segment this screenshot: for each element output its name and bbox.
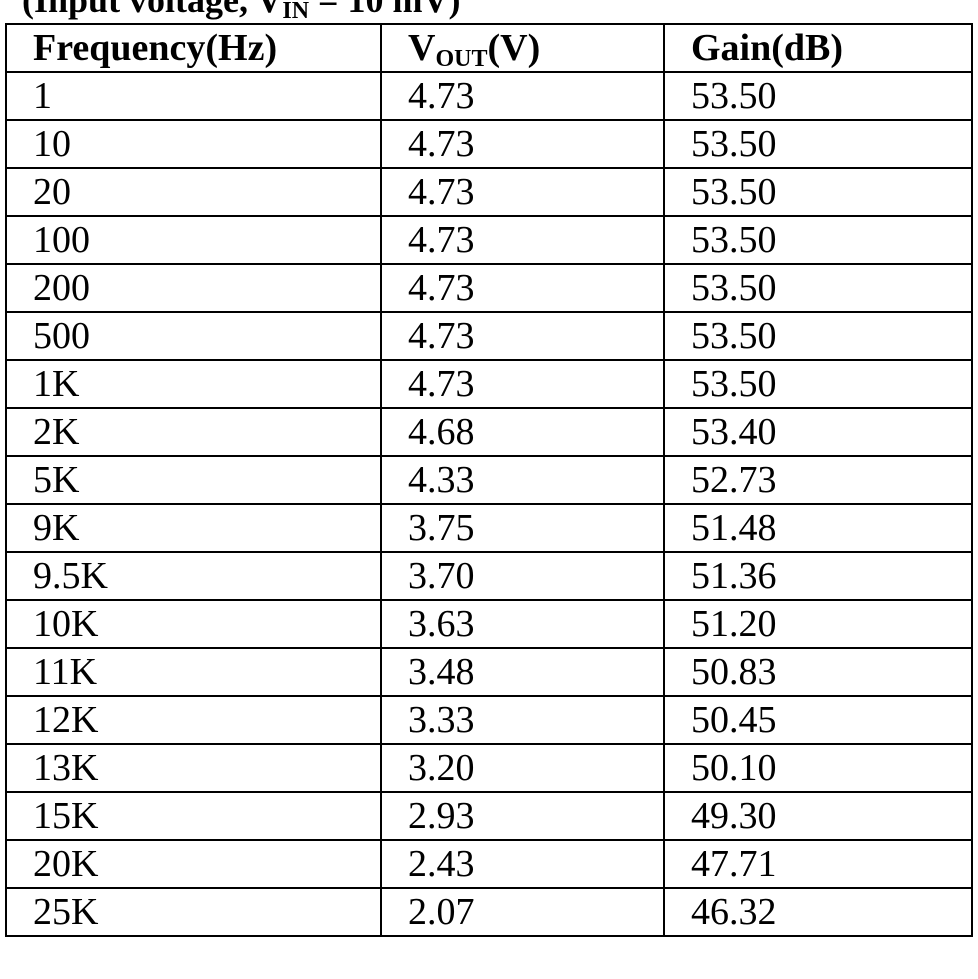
table-cell: 4.73 — [380, 167, 665, 217]
table-row: 5K 4.33 52.73 — [5, 455, 973, 505]
table-cell: 3.33 — [380, 695, 665, 745]
table-cell: 4.73 — [380, 215, 665, 265]
table-cell: 4.73 — [380, 71, 665, 121]
table-cell: 5K — [5, 455, 382, 505]
table-cell: 50.83 — [663, 647, 973, 697]
table-row: 25K 2.07 46.32 — [5, 887, 973, 937]
table-cell: 2.93 — [380, 791, 665, 841]
table-cell: 20 — [5, 167, 382, 217]
table-cell: 53.50 — [663, 215, 973, 265]
table-row: 20 4.73 53.50 — [5, 167, 973, 217]
table-cell: 4.73 — [380, 311, 665, 361]
table-cell: 4.68 — [380, 407, 665, 457]
table-cell: 51.36 — [663, 551, 973, 601]
table-row: 9K 3.75 51.48 — [5, 503, 973, 553]
table-cell: 11K — [5, 647, 382, 697]
table-cell: 53.50 — [663, 311, 973, 361]
table-cell: 47.71 — [663, 839, 973, 889]
table-cell: 9.5K — [5, 551, 382, 601]
table-cell: 4.73 — [380, 119, 665, 169]
table-cell: 9K — [5, 503, 382, 553]
table-cell: 3.70 — [380, 551, 665, 601]
table-row: 1 4.73 53.50 — [5, 71, 973, 121]
header-row: Frequency(Hz) VOUT(V) Gain(dB) — [5, 23, 973, 73]
data-table: Frequency(Hz) VOUT(V) Gain(dB) 1 4.73 53.50 1… — [5, 23, 973, 937]
table-cell: 500 — [5, 311, 382, 361]
table-cell: 53.50 — [663, 71, 973, 121]
table-cell: 53.50 — [663, 359, 973, 409]
table-cell: 3.63 — [380, 599, 665, 649]
table-row: 12K 3.33 50.45 — [5, 695, 973, 745]
title-tail: = 10 mV) — [309, 0, 461, 20]
table-row: 500 4.73 53.50 — [5, 311, 973, 361]
table-cell: 2.07 — [380, 887, 665, 937]
table-cell: 50.10 — [663, 743, 973, 793]
header-cell: Gain(dB) — [663, 23, 973, 73]
title-text: (Input voltage, V — [22, 0, 283, 20]
table-cell: 46.32 — [663, 887, 973, 937]
table-title: (Input voltage, VIN = 10 mV) — [22, 0, 461, 23]
table-cell: 2.43 — [380, 839, 665, 889]
table-cell: 25K — [5, 887, 382, 937]
table-row: 2K 4.68 53.40 — [5, 407, 973, 457]
table-cell: 53.50 — [663, 263, 973, 313]
table-row: 9.5K 3.70 51.36 — [5, 551, 973, 601]
table-row: 10 4.73 53.50 — [5, 119, 973, 169]
table-row: 13K 3.20 50.10 — [5, 743, 973, 793]
table-row: 200 4.73 53.50 — [5, 263, 973, 313]
title-subscript: IN — [282, 0, 310, 24]
table-cell: 10 — [5, 119, 382, 169]
header-cell: VOUT(V) — [380, 23, 665, 73]
table-row: 100 4.73 53.50 — [5, 215, 973, 265]
table-row: 15K 2.93 49.30 — [5, 791, 973, 841]
table-cell: 3.20 — [380, 743, 665, 793]
table-cell: 50.45 — [663, 695, 973, 745]
table-cell: 3.48 — [380, 647, 665, 697]
table-cell: 4.33 — [380, 455, 665, 505]
table-row: 11K 3.48 50.83 — [5, 647, 973, 697]
table-cell: 51.48 — [663, 503, 973, 553]
table-cell: 100 — [5, 215, 382, 265]
table-cell: 51.20 — [663, 599, 973, 649]
table-cell: 3.75 — [380, 503, 665, 553]
table-cell: 1 — [5, 71, 382, 121]
table-cell: 13K — [5, 743, 382, 793]
table-cell: 20K — [5, 839, 382, 889]
table-cell: 10K — [5, 599, 382, 649]
table-cell: 53.50 — [663, 167, 973, 217]
table-cell: 2K — [5, 407, 382, 457]
table-row: 10K 3.63 51.20 — [5, 599, 973, 649]
table-cell: 53.40 — [663, 407, 973, 457]
header-subscript: OUT — [435, 46, 488, 72]
header-text: Gain(dB) — [691, 27, 844, 69]
table-cell: 4.73 — [380, 263, 665, 313]
header-tail: (V) — [487, 27, 541, 69]
table-cell: 1K — [5, 359, 382, 409]
table-cell: 52.73 — [663, 455, 973, 505]
header-cell: Frequency(Hz) — [5, 23, 382, 73]
table-row: 20K 2.43 47.71 — [5, 839, 973, 889]
table-cell: 53.50 — [663, 119, 973, 169]
table-cell: 4.73 — [380, 359, 665, 409]
header-text: Frequency(Hz) — [33, 27, 278, 69]
header-text: V — [408, 27, 436, 69]
table-cell: 15K — [5, 791, 382, 841]
table-cell: 12K — [5, 695, 382, 745]
table-row: 1K 4.73 53.50 — [5, 359, 973, 409]
table-cell: 49.30 — [663, 791, 973, 841]
table-cell: 200 — [5, 263, 382, 313]
